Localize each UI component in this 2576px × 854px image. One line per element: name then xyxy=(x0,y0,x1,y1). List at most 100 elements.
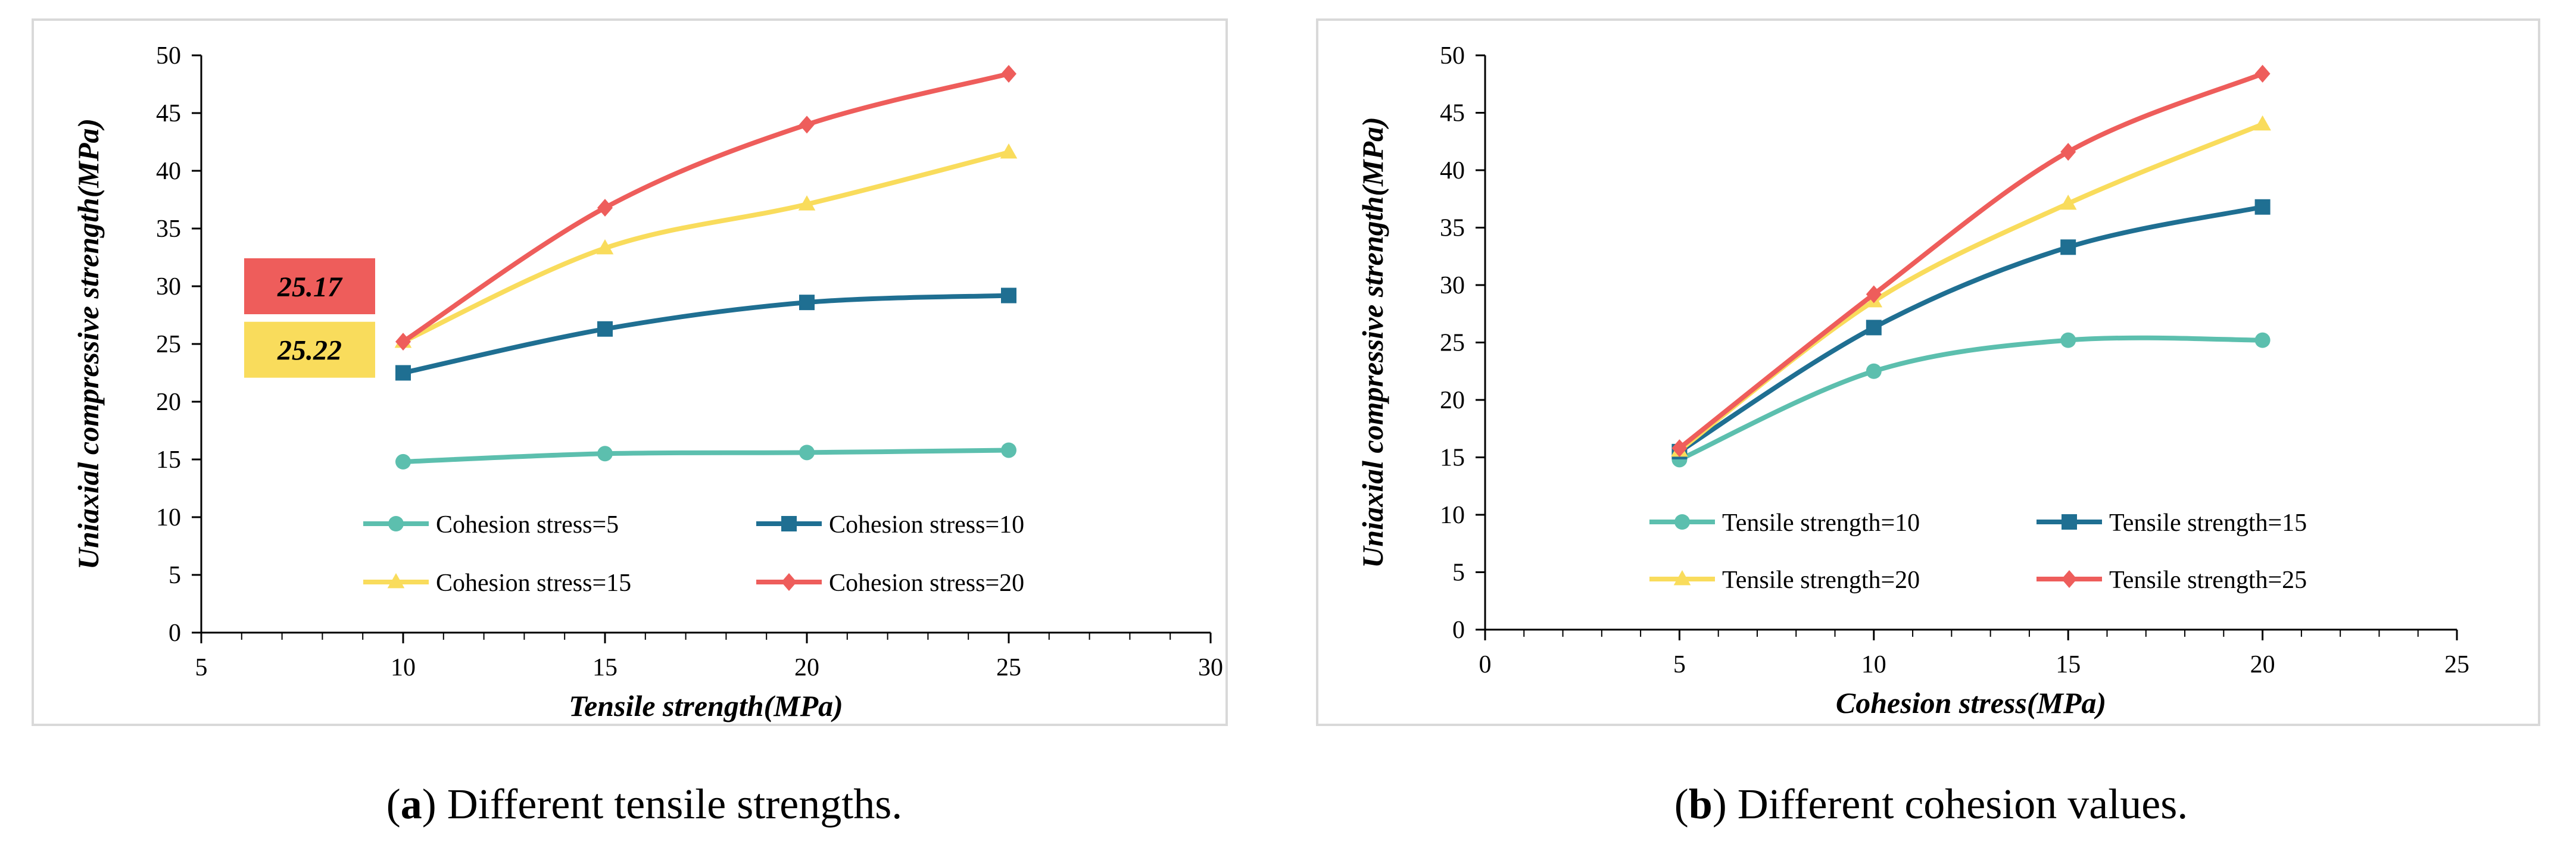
data-point xyxy=(1671,439,1688,458)
data-point xyxy=(1001,65,1016,83)
y-tick-label: 15 xyxy=(1440,445,1465,472)
x-tick-label: 25 xyxy=(996,654,1021,681)
legend-label: Tensile strength=25 xyxy=(2109,567,2307,594)
chart-b: 0 5 10 15 20 25 30 35 40 45 50 0 5 10 15 20 25 Cohesion s… xyxy=(1316,18,2540,828)
caption-prefix: ( xyxy=(386,780,401,828)
y-tick-label: 50 xyxy=(1440,42,1465,70)
data-point xyxy=(1001,287,1016,304)
data-point xyxy=(597,446,613,462)
y-tick-label: 50 xyxy=(156,42,181,70)
x-tick-label: 5 xyxy=(1673,651,1686,678)
y-tick-label: 40 xyxy=(1440,157,1465,184)
x-axis-title: Cohesion stress(MPa) xyxy=(1836,686,2106,720)
legend-label: Tensile strength=15 xyxy=(2109,509,2307,537)
legend-label: Tensile strength=20 xyxy=(1722,567,1920,594)
data-point xyxy=(2254,332,2271,348)
y-axis-title: Uniaxial compressive strength(MPa) xyxy=(1356,117,1389,568)
annotation-value: 25.17 xyxy=(277,271,343,303)
chart-frame xyxy=(1316,18,2540,726)
legend-label: Cohesion stress=20 xyxy=(829,570,1024,597)
x-tick-label: 0 xyxy=(1479,651,1492,678)
data-point xyxy=(799,295,815,311)
x-tick-label: 10 xyxy=(1861,651,1886,678)
y-tick-label: 0 xyxy=(169,620,181,647)
x-tick-label: 15 xyxy=(592,654,618,681)
series-line-3 xyxy=(402,150,1009,344)
data-point xyxy=(395,333,411,351)
data-point xyxy=(596,239,614,255)
data-point xyxy=(2060,239,2076,255)
data-point xyxy=(395,365,411,381)
x-tick-label: 20 xyxy=(2250,651,2275,678)
y-tick-label: 20 xyxy=(156,389,181,416)
legend-marker xyxy=(781,516,797,531)
figure-caption: (a) Different tensile strengths. xyxy=(386,780,902,828)
series-line-2 xyxy=(1678,204,2263,454)
legend-marker xyxy=(2062,514,2077,530)
legend-marker xyxy=(387,573,405,589)
y-tick-label: 5 xyxy=(1452,559,1465,587)
data-point xyxy=(1866,320,1882,336)
y-tick-label: 35 xyxy=(1440,215,1465,242)
legend-marker xyxy=(388,516,404,531)
caption-letter: a xyxy=(401,780,422,828)
caption-letter: b xyxy=(1689,780,1713,828)
y-tick-label: 5 xyxy=(169,562,181,589)
data-point xyxy=(799,445,815,461)
y-tick-label: 15 xyxy=(156,446,181,474)
caption-text: ) Different tensile strengths. xyxy=(422,780,902,828)
x-tick-label: 10 xyxy=(391,654,416,681)
annotation-box xyxy=(244,258,375,314)
y-tick-label: 25 xyxy=(1440,330,1465,357)
legend-marker xyxy=(2062,570,2077,588)
series-line-1 xyxy=(403,448,1009,464)
data-point xyxy=(2254,199,2271,215)
data-point xyxy=(799,115,815,134)
data-point xyxy=(1001,442,1016,458)
caption-text: ) Different cohesion values. xyxy=(1713,780,2188,828)
x-axis-title: Tensile strength(MPa) xyxy=(569,689,843,722)
legend-label: Cohesion stress=10 xyxy=(829,511,1024,539)
x-tick-label: 25 xyxy=(2444,651,2469,678)
y-tick-label: 10 xyxy=(156,504,181,531)
annotation-box xyxy=(244,321,375,378)
chart-frame xyxy=(32,18,1228,726)
y-tick-label: 40 xyxy=(156,158,181,185)
y-tick-label: 0 xyxy=(1452,617,1465,644)
legend-label: Cohesion stress=5 xyxy=(436,511,619,539)
data-point xyxy=(1000,143,1018,159)
data-point xyxy=(798,195,816,211)
data-point xyxy=(597,199,613,217)
annotation-value: 25.22 xyxy=(277,335,342,367)
series-line-4 xyxy=(401,71,1009,344)
data-point xyxy=(2254,64,2271,83)
legend-label: Cohesion stress=15 xyxy=(436,570,631,597)
y-tick-label: 30 xyxy=(1440,272,1465,299)
legend-marker xyxy=(1674,514,1690,530)
data-point xyxy=(1866,285,1882,304)
data-point xyxy=(2060,332,2076,348)
data-point xyxy=(2060,143,2076,161)
y-tick-label: 30 xyxy=(156,273,181,301)
y-tick-label: 45 xyxy=(1440,100,1465,127)
y-tick-label: 45 xyxy=(156,100,181,127)
data-point xyxy=(1866,363,1882,379)
y-tick-label: 25 xyxy=(156,331,181,358)
x-tick-label: 5 xyxy=(195,654,208,681)
data-point xyxy=(2254,115,2271,131)
data-point xyxy=(597,321,613,337)
y-tick-label: 10 xyxy=(1440,502,1465,529)
series-line-1 xyxy=(1678,335,2263,462)
x-tick-label: 20 xyxy=(794,654,819,681)
y-axis-title: Uniaxial compressive strength(MPa) xyxy=(71,118,105,570)
series-line-4 xyxy=(1677,71,2264,451)
y-tick-label: 20 xyxy=(1440,387,1465,414)
data-point xyxy=(2059,195,2077,210)
legend-label: Tensile strength=10 xyxy=(1722,509,1920,537)
y-tick-label: 35 xyxy=(156,215,181,243)
series-line-2 xyxy=(403,293,1009,376)
legend-marker xyxy=(781,573,797,591)
legend-marker xyxy=(1673,570,1691,586)
